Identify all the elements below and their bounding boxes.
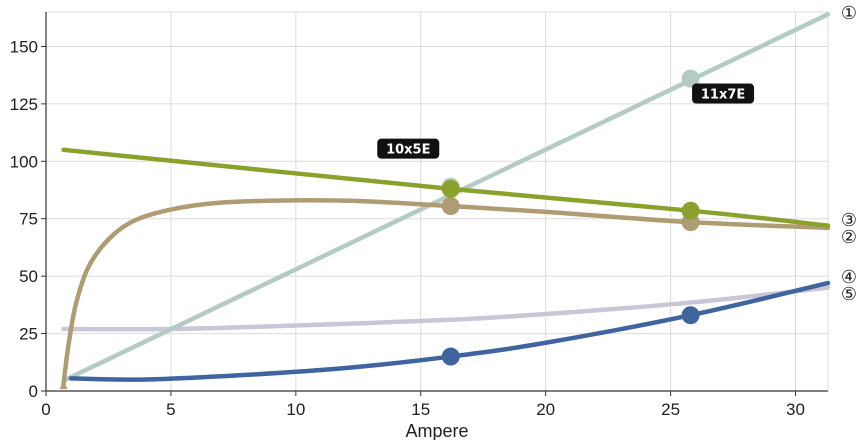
y-tick-label: 25 [19, 325, 38, 344]
series-marker-1: ① [841, 3, 857, 24]
x-tick-label: 0 [41, 400, 50, 419]
callout-label: 10x5E [386, 143, 430, 158]
series-point-3 [441, 179, 460, 198]
grid [46, 11, 829, 391]
series-marker-4: ④ [841, 267, 857, 288]
x-tick-label: 25 [661, 400, 680, 419]
series-points [59, 69, 700, 389]
series-point-3 [681, 201, 700, 220]
series-marker-3: ③ [841, 210, 857, 231]
tick-labels: 0 5 10 15 20 25 30 0 25 50 75 100 125 150 [10, 37, 805, 419]
series-point-4 [681, 306, 700, 325]
series-markers: ① ②③ ④⑤ [841, 3, 857, 305]
series-marker-5: ⑤ [841, 284, 857, 305]
x-axis-title: Ampere [405, 421, 468, 440]
x-tick-label: 5 [166, 400, 175, 419]
series-start-marker [59, 381, 68, 389]
y-tick-label: 100 [10, 152, 38, 171]
callout-box [377, 138, 440, 159]
y-tick-label: 0 [29, 382, 38, 401]
axes [41, 12, 828, 396]
y-tick-label: 75 [19, 210, 38, 229]
x-tick-label: 30 [786, 400, 805, 419]
callouts: 10x5E 11x7E [377, 83, 755, 159]
callout-box [692, 83, 755, 104]
x-tick-label: 15 [411, 400, 430, 419]
series-point-4 [441, 347, 460, 366]
y-tick-label: 125 [10, 95, 38, 114]
x-tick-label: 10 [286, 400, 305, 419]
callout-label: 11x7E [701, 88, 745, 103]
series-point-1 [681, 69, 700, 88]
series-point-2 [441, 197, 460, 216]
y-tick-label: 150 [10, 37, 38, 56]
series-marker-2: ② [841, 227, 857, 248]
series-line-3 [61, 147, 831, 228]
y-tick-label: 50 [19, 267, 38, 286]
series-line-2 [61, 198, 831, 387]
x-tick-label: 20 [536, 400, 555, 419]
